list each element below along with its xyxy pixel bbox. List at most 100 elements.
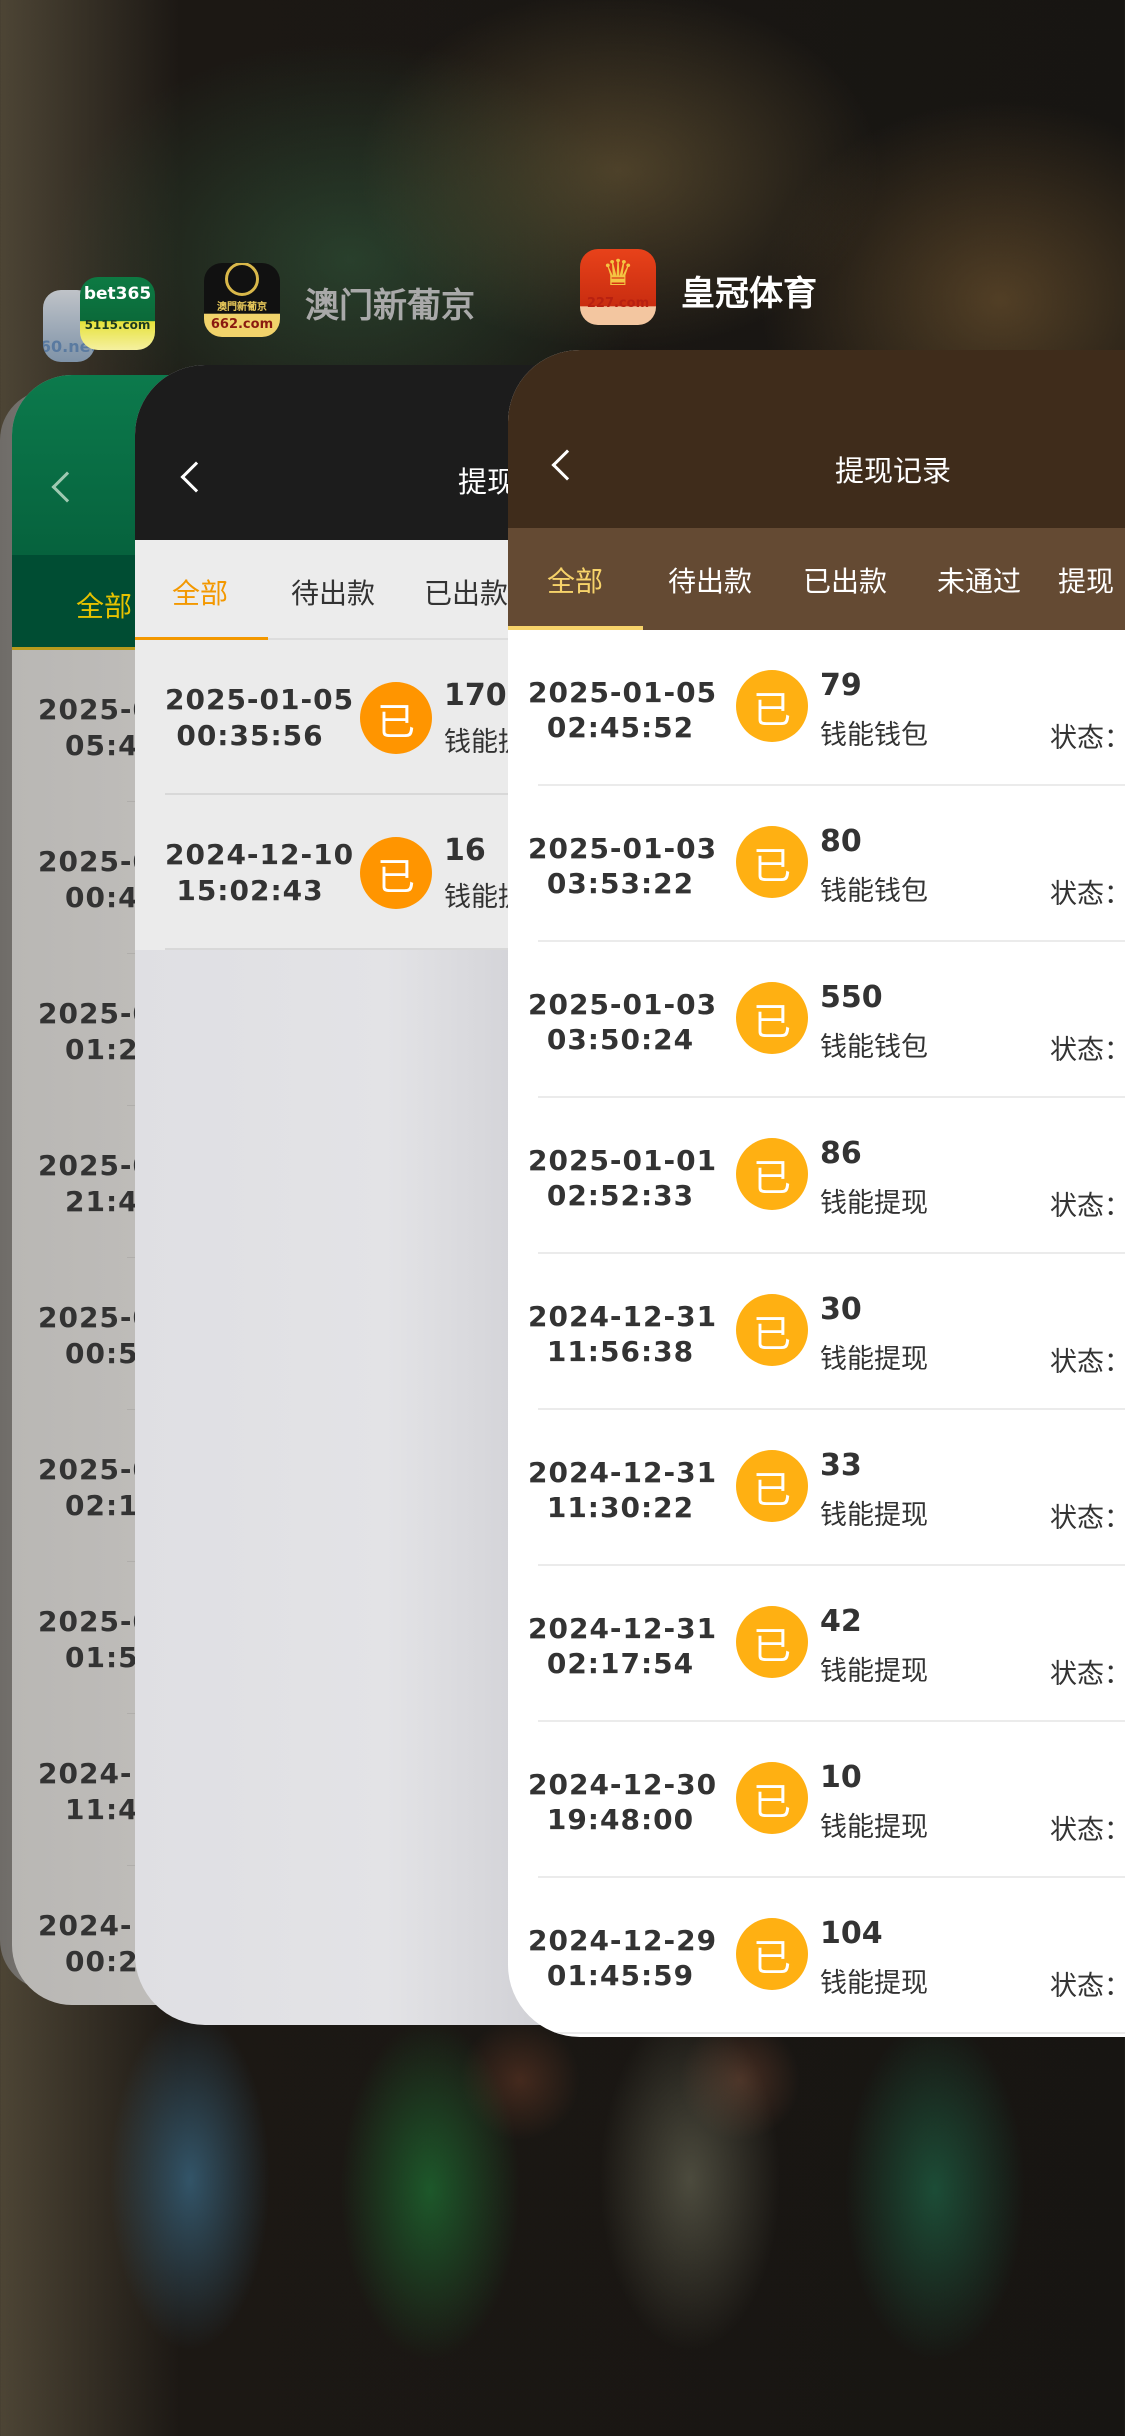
record-date: 2024-12-31: [528, 1456, 718, 1489]
row-divider: [165, 948, 555, 950]
nav-bar: 提现记录: [508, 350, 1125, 528]
record-method: 钱能钱包: [820, 720, 928, 751]
record-amount: 79: [820, 668, 862, 703]
list-item[interactable]: 2024-1 00:28: [12, 1866, 412, 2005]
tab-paid[interactable]: 已出款: [423, 577, 509, 610]
row-divider: [538, 1564, 1125, 1566]
tab-all[interactable]: 全部: [546, 565, 604, 598]
list-item[interactable]: 2025-01-03 03:53:22 已 80 钱能钱包 状态：: [508, 786, 1125, 942]
status-badge: 已: [736, 1450, 808, 1522]
record-date: 2025-0: [38, 1301, 154, 1334]
record-method: 钱能提现: [820, 1500, 928, 1531]
list-item[interactable]: 2025-01-05 02:45:52 已 79 钱能钱包 状态：: [508, 630, 1125, 786]
list-item[interactable]: 2025-01-03 03:50:24 已 550 钱能钱包 状态：: [508, 942, 1125, 1098]
list-item[interactable]: 2024-12-29 01:45:59 已 104 钱能提现 状态：: [508, 1878, 1125, 2034]
status-label: 状态：: [1050, 879, 1125, 910]
row-divider: [538, 940, 1125, 942]
list-item[interactable]: 2025-0 00:53: [12, 1258, 412, 1410]
row-divider: [538, 1252, 1125, 1254]
app-card-crown[interactable]: 提现记录 全部 待出款 已出款 未通过 提现 2025-01-05 02:45:5…: [508, 350, 1125, 2037]
active-tab-underline: [135, 637, 268, 640]
row-divider: [538, 1096, 1125, 1098]
back-chevron-icon[interactable]: [180, 461, 212, 493]
row-divider: [538, 1720, 1125, 1722]
record-list: 2025-01-05 02:45:52 已 79 钱能钱包 状态： 2025-01-03 03…: [508, 630, 1125, 2037]
app-icon-crown[interactable]: ♛ 227.com: [580, 249, 656, 325]
app-label-crown: 皇冠体育: [681, 274, 817, 314]
lotus-logo-icon: [225, 263, 259, 296]
record-amount: 104: [820, 1916, 883, 1951]
nav-bar: 提现: [135, 365, 555, 540]
page-title: 提现记录: [835, 454, 952, 488]
record-time: 19:48:00: [546, 1803, 695, 1836]
record-time: 15:02:43: [176, 874, 324, 907]
record-time: 02:45:52: [546, 711, 695, 744]
status-badge: 已: [736, 1918, 808, 1990]
record-time: 03:50:24: [546, 1023, 695, 1056]
record-date: 2025-0: [38, 845, 154, 878]
record-amount: 16: [444, 833, 486, 868]
record-method: 钱能提现: [820, 1656, 928, 1687]
record-date: 2024-1: [38, 1909, 154, 1942]
app-card-macau[interactable]: 提现 全部 待出款 已出款 2025-01-05 00:35:56 已 170 钱能提 2…: [135, 365, 555, 2025]
tab-bar: 全部 待出款 已出款 未通过 提现: [508, 528, 1125, 630]
tab-rejected[interactable]: 未通过: [936, 565, 1022, 598]
record-method: 钱能提现: [820, 1188, 928, 1219]
list-item[interactable]: 2024-12-10 15:02:43 已 16 钱能提: [135, 795, 555, 950]
tab-all[interactable]: 全部: [171, 577, 229, 610]
record-date: 2025-01-05: [165, 683, 355, 716]
status-label: 状态：: [1050, 1191, 1125, 1222]
row-divider: [538, 1408, 1125, 1410]
record-date: 2025-0: [38, 1453, 154, 1486]
app-label-macau: 澳门新葡京: [305, 286, 475, 326]
tab-paid[interactable]: 已出款: [802, 565, 888, 598]
record-date: 2025-0: [38, 997, 154, 1030]
status-badge: 已: [360, 837, 432, 909]
record-method: 钱能钱包: [820, 876, 928, 907]
record-date: 2025-01-03: [528, 832, 718, 865]
status-badge: 已: [736, 1294, 808, 1366]
row-divider: [538, 1876, 1125, 1878]
tab-bar: 全部 待出款 已出款: [135, 540, 555, 640]
status-badge: 已: [736, 826, 808, 898]
record-date: 2024-12-29: [528, 1924, 718, 1957]
record-amount: 80: [820, 824, 862, 859]
tab-all[interactable]: 全部: [76, 590, 133, 623]
record-date: 2024-12-10: [165, 838, 355, 871]
status-label: 状态：: [1050, 1503, 1125, 1534]
record-date: 2025-01-05: [528, 676, 718, 709]
list-item[interactable]: 2025-01-01 02:52:33 已 86 钱能提现 状态：: [508, 1098, 1125, 1254]
record-time: 02:52:33: [546, 1179, 695, 1212]
record-date: 2025-0: [38, 1605, 154, 1638]
record-amount: 30: [820, 1292, 862, 1327]
row-divider: [165, 793, 555, 795]
tab-withdraw[interactable]: 提现: [1058, 565, 1115, 598]
list-item[interactable]: 2024-12-31 11:56:38 已 30 钱能提现 状态：: [508, 1254, 1125, 1410]
crown-icon: ♛: [601, 253, 635, 294]
record-method: 钱能钱包: [820, 1032, 928, 1063]
status-badge: 已: [736, 1138, 808, 1210]
app-icon-macau[interactable]: 澳門新葡京 662.com: [204, 263, 280, 337]
app-icon-bet365[interactable]: bet365 5115.com: [80, 277, 155, 350]
record-time: 02:17:54: [546, 1647, 695, 1680]
record-amount: 170: [444, 678, 507, 713]
record-date: 2024-12-30: [528, 1768, 718, 1801]
back-chevron-icon[interactable]: [51, 471, 83, 503]
record-date: 2024-1: [38, 1757, 154, 1790]
back-chevron-icon[interactable]: [551, 449, 583, 481]
list-item[interactable]: 2024-12-31 11:30:22 已 33 钱能提现 状态：: [508, 1410, 1125, 1566]
record-method: 钱能提现: [820, 1812, 928, 1843]
record-date: 2025-01-01: [528, 1144, 718, 1177]
list-item[interactable]: 2024-12-31 02:17:54 已 42 钱能提现 状态：: [508, 1566, 1125, 1722]
page-title: 提现: [458, 465, 517, 499]
record-amount: 10: [820, 1760, 862, 1795]
record-time: 11:30:22: [546, 1491, 695, 1524]
status-label: 状态：: [1050, 1035, 1125, 1066]
record-time: 01:45:59: [546, 1959, 695, 1992]
tab-pending[interactable]: 待出款: [667, 565, 753, 598]
list-item[interactable]: 2025-01-05 00:35:56 已 170 钱能提: [135, 640, 555, 795]
record-method: 钱能提现: [820, 1968, 928, 1999]
record-list: 2025-01-05 00:35:56 已 170 钱能提 2024-12-10 15:02…: [135, 640, 555, 950]
list-item[interactable]: 2024-12-30 19:48:00 已 10 钱能提现 状态：: [508, 1722, 1125, 1878]
tab-pending[interactable]: 待出款: [290, 577, 376, 610]
